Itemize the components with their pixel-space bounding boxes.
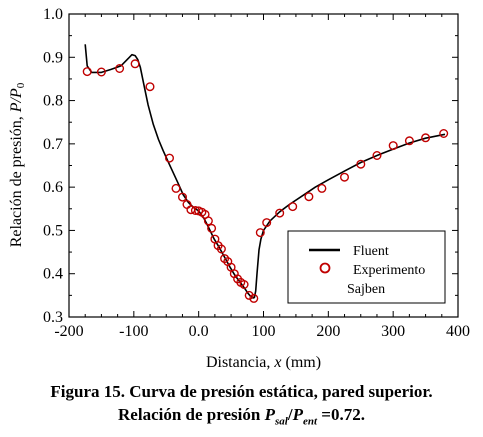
- legend-marker-swatch: [319, 262, 331, 274]
- experiment-point: [262, 218, 272, 228]
- experiment-point: [244, 290, 254, 300]
- experiment-point: [115, 63, 125, 73]
- experiment-point: [340, 172, 350, 182]
- experiment-point: [288, 202, 298, 212]
- experiment-point: [203, 216, 213, 226]
- experiment-point: [275, 208, 285, 218]
- legend-label-sajben: Sajben: [347, 282, 385, 297]
- experiment-point: [404, 136, 414, 146]
- x-tick-label: -200: [54, 323, 83, 340]
- experiment-point: [388, 141, 398, 151]
- y-tick-label: 0.3: [43, 309, 63, 326]
- experiment-point: [164, 153, 174, 163]
- experiment-point: [216, 244, 226, 254]
- experiment-point: [82, 67, 92, 77]
- y-tick-label: 0.8: [43, 93, 63, 110]
- experiment-point: [207, 223, 217, 233]
- y-axis-title: Relación de presión, P/P0: [8, 82, 27, 247]
- experiment-point: [317, 183, 327, 193]
- y-tick-label: 0.9: [43, 49, 63, 66]
- experiment-point: [239, 280, 249, 290]
- axis-ticks: [68, 13, 459, 318]
- x-tick-label: 0.0: [189, 323, 209, 340]
- figure-caption-line1: Figura 15. Curva de presión estática, pa…: [50, 382, 433, 401]
- experiment-point: [177, 192, 187, 202]
- y-tick-label: 0.7: [43, 136, 63, 153]
- experiment-point: [255, 228, 265, 238]
- x-tick-label: 200: [316, 323, 340, 340]
- experiment-point: [356, 159, 366, 169]
- x-tick-label: 300: [381, 323, 405, 340]
- experiment-point: [421, 133, 431, 143]
- experiment-point: [190, 205, 200, 215]
- experiment-point: [439, 128, 449, 138]
- y-tick-label: 0.5: [43, 222, 63, 239]
- y-tick-label: 0.4: [43, 266, 63, 283]
- x-tick-label: 400: [446, 323, 470, 340]
- x-axis-title: Distancia, x (mm): [206, 354, 321, 371]
- y-tick-label: 1.0: [43, 6, 63, 23]
- legend: Fluent Experimento Sajben: [287, 230, 446, 304]
- experiment-point: [249, 293, 259, 303]
- experiment-point: [145, 82, 155, 92]
- legend-box: [287, 230, 446, 304]
- experiment-point: [171, 183, 181, 193]
- legend-label-fluent: Fluent: [353, 244, 389, 259]
- experiment-point: [96, 67, 106, 77]
- y-tick-label: 0.6: [43, 179, 63, 196]
- x-tick-label: -100: [119, 323, 148, 340]
- x-tick-label: 100: [252, 323, 276, 340]
- legend-label-experimento: Experimento: [353, 263, 425, 278]
- experiment-point: [372, 150, 382, 160]
- tick-labels: -200 -100 0.0 100 200 300 400 0.3 0.4 0.5 0.6 0.7 0.…: [43, 6, 470, 340]
- experiment-point: [304, 192, 314, 202]
- figure-caption-line2: Relación de presión Psal/Pent =0.72.: [118, 405, 365, 428]
- series-experimento-sajben: [82, 59, 449, 303]
- experiment-point: [130, 59, 140, 69]
